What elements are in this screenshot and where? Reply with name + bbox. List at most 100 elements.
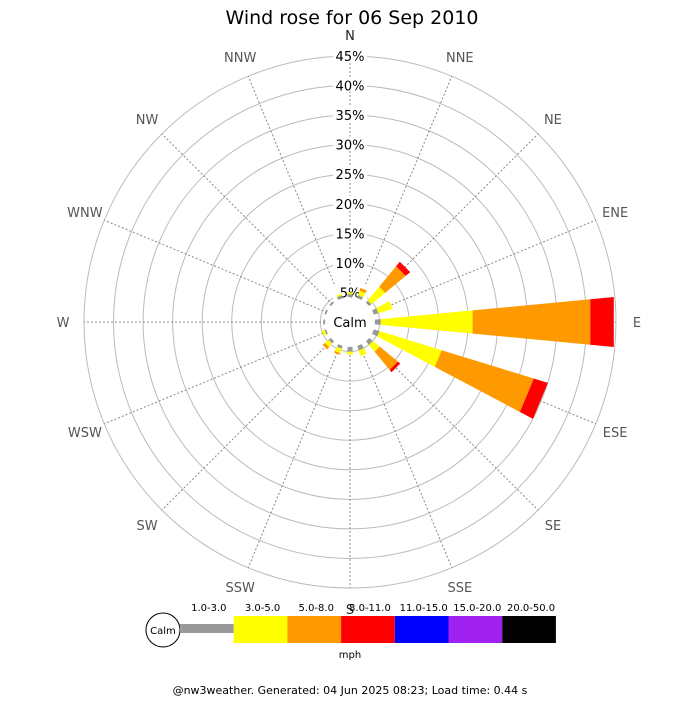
- calm-label: Calm: [333, 316, 366, 331]
- bar-segment-ssw-0: [336, 344, 343, 349]
- calm-circle-shape: [327, 299, 373, 345]
- direction-label: W: [57, 316, 70, 331]
- footer-text: @nw3weather. Generated: 04 Jun 2025 08:2…: [173, 684, 528, 697]
- bar-segment-nw-0: [329, 301, 335, 307]
- direction-spoke: [161, 133, 333, 305]
- direction-spoke: [247, 76, 341, 300]
- bar-segment-s-0: [347, 346, 353, 352]
- bar-segment-s-1: [346, 351, 354, 355]
- legend-bin-label: 20.0-50.0: [507, 603, 555, 614]
- bar-segment-w-0: [323, 319, 326, 325]
- bar-segment-sw-2: [322, 342, 330, 350]
- bar-segment-se-2: [374, 346, 398, 370]
- bar-segment-ne-2: [379, 266, 406, 293]
- bar-segment-n-1: [347, 292, 353, 295]
- bar-segment-e-0: [374, 319, 381, 325]
- bar-segment-ne-3: [396, 261, 411, 276]
- bar-segment-ne-0: [365, 300, 372, 307]
- legend-bin-label: 15.0-20.0: [453, 603, 501, 614]
- bar-segment-nne-0: [357, 295, 364, 300]
- direction-label: SE: [545, 519, 561, 534]
- chart-title: Wind rose for 06 Sep 2010: [225, 7, 478, 29]
- radial-tick-label: 20%: [336, 198, 365, 213]
- legend-swatch-2: [287, 616, 342, 643]
- direction-label: NNE: [446, 51, 474, 66]
- bar-segment-ssw-1: [334, 346, 342, 354]
- bar-segment-ene-0: [372, 308, 379, 315]
- radial-tick-bg: [333, 48, 367, 62]
- bar-segment-ene-1: [376, 301, 393, 314]
- direction-label: ENE: [602, 206, 628, 221]
- bar-segment-nne-2: [359, 287, 367, 294]
- direction-spoke: [161, 339, 333, 511]
- bar-segment-wnw-0: [324, 309, 328, 315]
- bar-segment-e-3: [590, 297, 614, 347]
- direction-spoke: [367, 339, 539, 511]
- bar-segment-ese-3: [519, 378, 548, 419]
- legend-swatch-6: [502, 616, 556, 643]
- bar-segment-ssw-2: [333, 350, 341, 355]
- radial-tick-bg: [333, 107, 367, 122]
- bar-segment-ese-1: [377, 331, 442, 367]
- legend-swatch-1: [233, 616, 288, 643]
- bar-segment-wsw-1: [321, 329, 327, 336]
- direction-spoke: [372, 219, 596, 313]
- direction-label: E: [633, 316, 641, 331]
- legend-calm-label: Calm: [150, 626, 176, 637]
- bar-segment-sw-1: [324, 339, 333, 348]
- legend-unit-label: mph: [339, 650, 361, 661]
- radial-tick-label: 15%: [336, 227, 365, 242]
- legend-swatch-4: [394, 616, 449, 643]
- radial-tick-bg: [333, 195, 367, 210]
- direction-label: N: [345, 29, 355, 44]
- radial-tick-label: 45%: [336, 50, 365, 65]
- direction-spoke: [104, 219, 328, 313]
- radial-tick-bg: [333, 77, 367, 92]
- bar-segment-n-0: [347, 294, 353, 298]
- legend-swatch-5: [448, 616, 503, 643]
- speed-legend: Calm 1.0-3.0 3.0-5.0 5.0-8.0 8.0-11.0 11.0-15…: [145, 603, 556, 661]
- direction-label: ESE: [603, 426, 628, 441]
- bar-segment-se-0: [365, 337, 373, 345]
- radial-tick-bg: [333, 225, 367, 240]
- direction-label: SSE: [447, 581, 472, 596]
- radial-tick-bg: [333, 136, 367, 151]
- bar-segment-e-1: [380, 310, 473, 334]
- direction-label: WNW: [67, 206, 103, 221]
- bar-segment-nne-1: [358, 290, 366, 298]
- bar-segment-e-2: [472, 299, 591, 345]
- direction-label: SW: [137, 519, 158, 534]
- radial-tick-bg: [333, 254, 367, 269]
- radial-tick-label: 25%: [336, 168, 365, 183]
- bar-segment-se-1: [368, 340, 380, 352]
- bar-segment-ne-1: [367, 286, 386, 305]
- frequency-bars: [321, 261, 614, 419]
- legend-bin-label: 3.0-5.0: [245, 603, 280, 614]
- legend-bin-label: 5.0-8.0: [299, 603, 334, 614]
- bar-segment-wsw-0: [324, 329, 328, 335]
- legend-bin-label: 8.0-11.0: [349, 603, 391, 614]
- radial-tick-bg: [333, 166, 367, 181]
- direction-label: NE: [544, 113, 562, 128]
- legend-swatch-3: [341, 616, 395, 643]
- bar-segment-nnw-0: [336, 295, 343, 300]
- bar-segment-nnw-1: [336, 293, 342, 298]
- calm-circle: Calm: [327, 299, 373, 345]
- radial-tick-label: 40%: [336, 80, 365, 95]
- direction-label: SSW: [225, 581, 255, 596]
- legend-bin-label: 1.0-3.0: [191, 603, 226, 614]
- bar-segment-ese-2: [434, 350, 534, 412]
- direction-spoke: [359, 76, 453, 300]
- bar-segment-ese-0: [372, 329, 380, 337]
- direction-spoke: [247, 344, 341, 568]
- direction-label: S: [346, 603, 354, 618]
- bar-segment-se-3: [389, 361, 401, 373]
- direction-label: NW: [136, 113, 159, 128]
- legend-bin-label: 11.0-15.0: [400, 603, 448, 614]
- bar-segment-sse-0: [357, 344, 364, 351]
- legend-swatch-0: [180, 624, 234, 633]
- radial-tick-label: 30%: [336, 139, 365, 154]
- direction-label: WSW: [68, 426, 102, 441]
